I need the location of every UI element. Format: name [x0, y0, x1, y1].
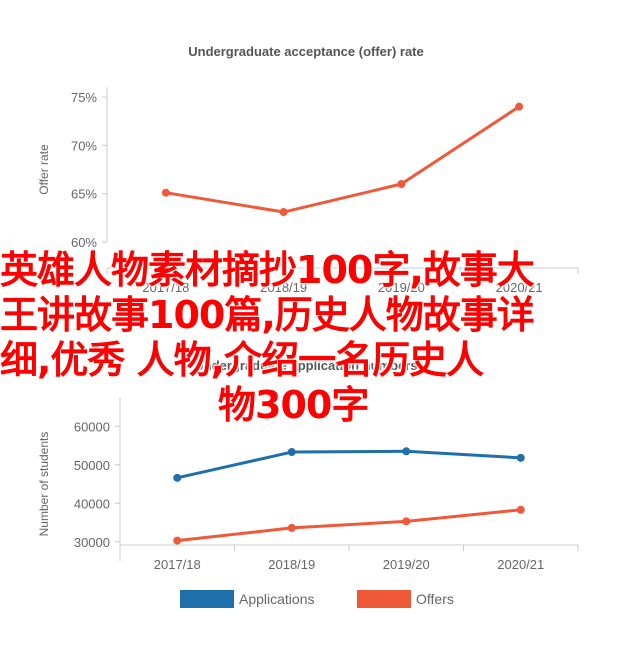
chart-acceptance-rate: Undergraduate acceptance (offer) rate Off… [37, 44, 579, 295]
x-tick-label: 2017/18 [154, 557, 201, 572]
legend-swatch [180, 590, 234, 608]
data-point [402, 447, 411, 456]
y-tick-label: 30000 [74, 535, 110, 550]
y-tick-label: 40000 [74, 496, 110, 511]
y-tick-label: 65% [71, 187, 97, 202]
data-point [173, 536, 182, 545]
x-tick-label: 2019/20 [378, 280, 425, 295]
data-point [287, 523, 296, 532]
x-tick-label: 2020/21 [497, 557, 544, 572]
y-tick-label: 50000 [74, 458, 110, 473]
legend-swatch [357, 590, 411, 608]
overlay-line-4: 物300字 [218, 383, 369, 427]
series-line-0 [165, 105, 520, 214]
legend-label: Applications [239, 591, 315, 607]
x-tick-label: 2018/19 [268, 557, 315, 572]
data-point [516, 453, 525, 462]
data-point [516, 505, 525, 514]
chart-title: Undergraduate application numbers [194, 358, 417, 373]
chart-title: Undergraduate acceptance (offer) rate [188, 44, 424, 59]
data-point [161, 188, 170, 197]
data-point [397, 180, 406, 188]
data-point [279, 208, 288, 217]
data-point [515, 102, 524, 111]
y-tick-label: 75% [71, 90, 97, 105]
x-tick-label: 2020/21 [496, 280, 543, 295]
y-tick-label: 60000 [74, 419, 110, 434]
overlay-line-3: 细,优秀 人物,介绍一名历史人 [0, 338, 484, 382]
chart-application-numbers: Undergraduate application numbers Number … [37, 358, 579, 608]
y-tick-label: 60% [71, 235, 97, 250]
data-point [173, 473, 182, 482]
legend-label: Offers [416, 591, 454, 607]
y-axis-label: Number of students [37, 432, 51, 537]
y-axis-label: Offer rate [37, 144, 51, 195]
overlay-headline: 英雄人物素材摘抄100字,故事大 王讲故事100篇,历史人物故事详 细,优秀 人… [0, 248, 560, 428]
x-tick-label: 2018/19 [260, 280, 307, 295]
data-point [402, 517, 411, 526]
series-line-offers [177, 508, 521, 543]
x-tick-label: 2019/20 [383, 557, 430, 572]
data-point [287, 448, 296, 457]
overlay-line-1: 英雄人物素材摘抄100字,故事大 [0, 248, 535, 292]
x-tick-label: 2017/18 [142, 280, 189, 295]
series-line-applications [176, 449, 521, 480]
y-tick-label: 70% [71, 138, 97, 153]
overlay-line-2: 王讲故事100篇,历史人物故事详 [0, 293, 535, 337]
